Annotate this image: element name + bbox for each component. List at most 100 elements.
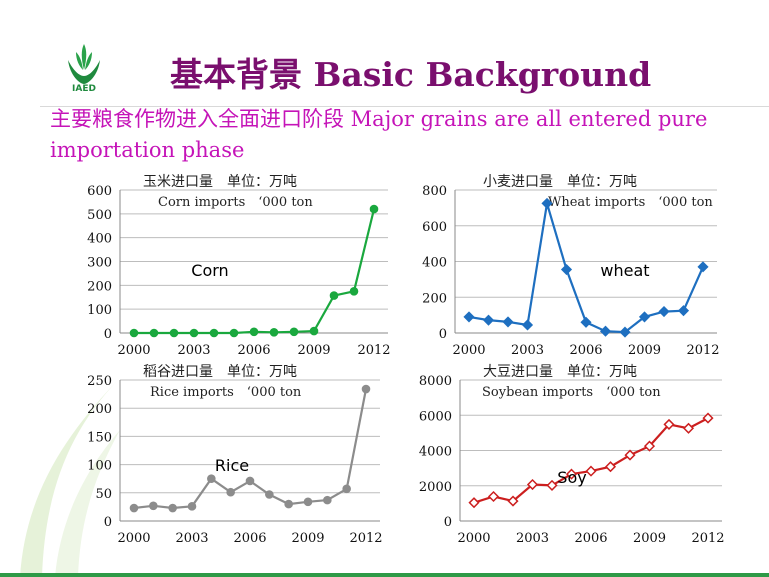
data-point bbox=[463, 311, 475, 323]
x-tick-label: 2003 bbox=[511, 343, 544, 358]
x-tick-label: 2000 bbox=[452, 343, 485, 358]
y-tick-label: 150 bbox=[87, 430, 112, 445]
data-point bbox=[507, 495, 519, 507]
data-point bbox=[663, 418, 675, 430]
title-divider bbox=[40, 106, 769, 107]
x-tick-label: 2009 bbox=[628, 343, 661, 358]
data-point bbox=[361, 384, 371, 394]
data-point bbox=[697, 261, 709, 273]
x-tick-label: 2006 bbox=[233, 531, 266, 546]
data-point bbox=[226, 487, 235, 497]
chart-subtitle: Wheat imports ‘000 ton bbox=[548, 195, 713, 210]
y-tick-label: 6000 bbox=[419, 409, 452, 424]
y-tick-label: 2000 bbox=[419, 480, 452, 495]
data-point bbox=[565, 468, 578, 480]
data-point bbox=[580, 316, 592, 328]
y-tick-label: 400 bbox=[422, 256, 447, 271]
decorative-swoosh bbox=[20, 380, 120, 577]
data-point bbox=[349, 286, 359, 296]
data-point bbox=[209, 328, 219, 338]
data-point bbox=[187, 502, 197, 511]
data-point bbox=[487, 490, 500, 503]
data-point bbox=[624, 449, 636, 461]
x-tick-label: 2009 bbox=[291, 531, 324, 546]
data-point bbox=[269, 327, 279, 337]
wheat-imports-chart: 0 200 400 600 800 2000 2003 2006 2009 2012 小麦进口量 单… bbox=[422, 174, 719, 358]
chart-subtitle: Soybean imports ‘000 ton bbox=[482, 385, 661, 400]
y-tick-label: 0 bbox=[439, 327, 447, 342]
y-tick-label: 4000 bbox=[419, 445, 452, 460]
data-point bbox=[309, 326, 319, 336]
data-point bbox=[323, 495, 332, 505]
chart-title: 小麦进口量 单位：万吨 bbox=[483, 174, 637, 190]
x-tick-label: 2003 bbox=[516, 531, 549, 546]
data-point bbox=[502, 316, 514, 328]
data-point bbox=[189, 328, 199, 338]
data-point bbox=[369, 204, 379, 214]
chart-subtitle: Rice imports ‘000 ton bbox=[150, 385, 302, 400]
x-tick-label: 2003 bbox=[177, 343, 210, 358]
data-point bbox=[643, 440, 656, 452]
x-tick-label: 2009 bbox=[297, 343, 330, 358]
series-label: Soy bbox=[557, 468, 586, 487]
x-tick-label: 2006 bbox=[574, 531, 607, 546]
x-tick-label: 2012 bbox=[691, 531, 724, 546]
x-tick-label: 2009 bbox=[633, 531, 666, 546]
data-point bbox=[129, 503, 139, 513]
data-point bbox=[599, 325, 612, 337]
data-point bbox=[482, 314, 495, 326]
data-point bbox=[342, 484, 351, 494]
page-title: 基本背景 Basic Background bbox=[170, 55, 652, 94]
data-point bbox=[249, 327, 259, 337]
data-point bbox=[168, 503, 177, 513]
data-point bbox=[521, 319, 534, 331]
y-tick-label: 50 bbox=[95, 487, 112, 502]
data-point bbox=[619, 326, 631, 338]
y-tick-label: 0 bbox=[444, 515, 452, 530]
data-point bbox=[149, 501, 158, 511]
y-tick-label: 600 bbox=[422, 220, 447, 235]
x-tick-label: 2006 bbox=[569, 343, 602, 358]
y-tick-label: 0 bbox=[104, 515, 112, 530]
chart-title: 稻谷进口量 单位：万吨 bbox=[143, 364, 297, 380]
data-point bbox=[677, 305, 690, 317]
data-point bbox=[638, 311, 651, 323]
chart-title: 大豆进口量 单位：万吨 bbox=[483, 364, 637, 380]
data-point bbox=[149, 328, 159, 338]
data-point bbox=[265, 490, 274, 499]
series-line bbox=[473, 417, 709, 504]
x-tick-label: 2000 bbox=[457, 531, 490, 546]
x-tick-label: 2012 bbox=[349, 531, 382, 546]
data-point bbox=[245, 476, 255, 486]
series-line bbox=[134, 208, 376, 335]
x-tick-label: 2000 bbox=[117, 343, 150, 358]
y-tick-label: 800 bbox=[422, 184, 447, 199]
data-point bbox=[169, 328, 179, 338]
series-label: Rice bbox=[215, 456, 249, 475]
y-tick-label: 8000 bbox=[419, 374, 452, 389]
series-label: Corn bbox=[191, 261, 228, 280]
page-subtitle: 主要粮食作物进入全面进口阶段 Major grains are all ente… bbox=[50, 107, 708, 162]
data-point bbox=[229, 328, 239, 338]
data-point bbox=[329, 291, 339, 300]
data-point bbox=[284, 499, 293, 509]
chart-title: 玉米进口量 单位：万吨 bbox=[143, 174, 297, 190]
y-tick-label: 600 bbox=[87, 184, 112, 199]
data-point bbox=[468, 497, 480, 509]
bottom-accent-bar bbox=[0, 573, 769, 577]
logo-text: IAED bbox=[72, 84, 96, 94]
corn-imports-chart: 0 100 200 300 400 500 600 2000 2003 2006 2009 2012 玉… bbox=[87, 174, 390, 358]
series-label: wheat bbox=[600, 261, 649, 280]
chart-subtitle: Corn imports ‘000 ton bbox=[158, 195, 313, 210]
x-tick-label: 2003 bbox=[175, 531, 208, 546]
series-line bbox=[133, 388, 368, 510]
x-tick-label: 2000 bbox=[117, 531, 150, 546]
x-tick-label: 2012 bbox=[357, 343, 390, 358]
data-point bbox=[541, 197, 553, 209]
y-tick-label: 100 bbox=[87, 459, 112, 474]
data-point bbox=[560, 263, 573, 276]
rice-imports-chart: 0 50 100 150 200 250 2000 2003 2006 2009 2012 稻谷进口量… bbox=[87, 364, 382, 546]
data-point bbox=[129, 328, 139, 338]
data-point bbox=[585, 465, 597, 477]
y-tick-label: 200 bbox=[422, 291, 447, 306]
